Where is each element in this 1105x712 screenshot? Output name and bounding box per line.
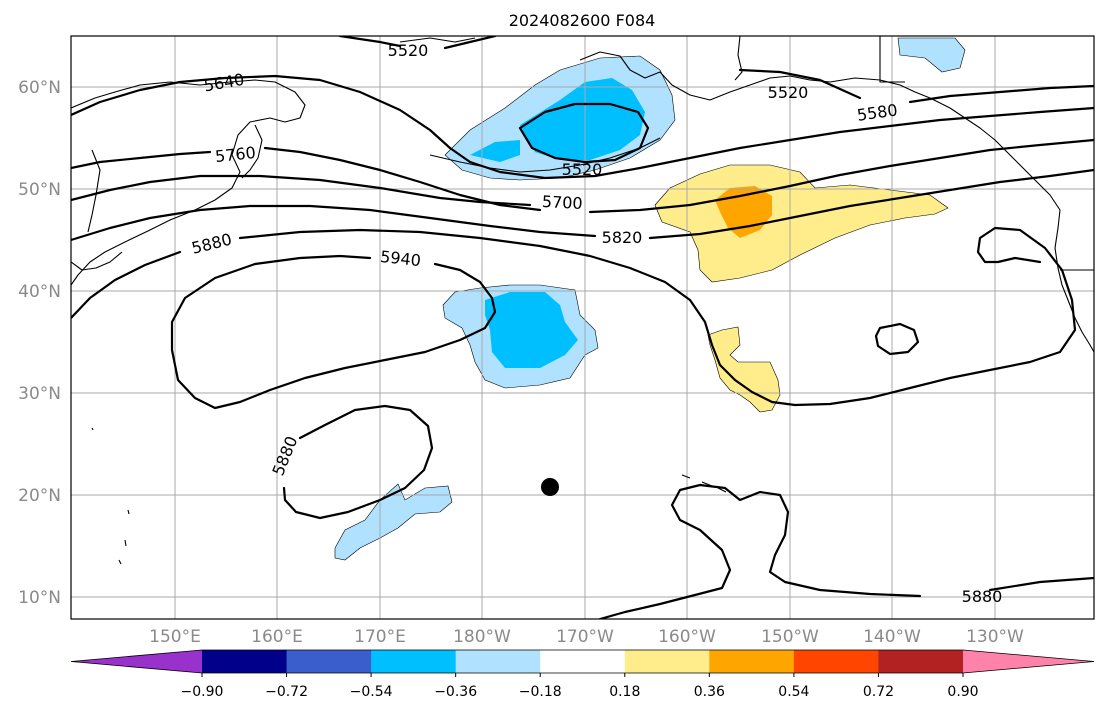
lon-label: 130°W — [966, 627, 1024, 647]
contour-bering-closed — [518, 102, 650, 164]
map-frame — [70, 35, 1095, 620]
colorbar-tick-label: 0.18 — [609, 684, 640, 700]
latitude-labels: 60°N 50°N 40°N 30°N 20°N 10°N — [18, 78, 61, 608]
contour-label: 5940 — [379, 247, 421, 270]
negative-anomaly-south — [334, 483, 453, 561]
contour-label: 5880 — [962, 587, 1003, 606]
asia-coast — [71, 79, 306, 286]
storm-position-marker — [541, 478, 559, 496]
lon-label: 160°W — [658, 627, 716, 647]
contour-label: 5760 — [214, 143, 256, 166]
colorbar-segment — [371, 650, 457, 673]
kamchatka-coast — [241, 124, 263, 179]
contour-label: 5520 — [562, 160, 603, 179]
colorbar-segment — [202, 650, 288, 673]
lon-label: 180°W — [453, 627, 511, 647]
contour-5880-swirl — [282, 404, 434, 520]
lat-label: 50°N — [18, 180, 61, 200]
colorbar-tick-label: 0.90 — [947, 684, 978, 700]
colorbar-segment — [878, 650, 964, 673]
negative-anomaly-central-core — [485, 292, 578, 368]
map-title: 2024082600 F084 — [509, 11, 656, 30]
micronesia-dots — [91, 427, 130, 565]
colorbar-tick-label: −0.90 — [181, 684, 224, 700]
graticule — [71, 36, 1094, 619]
lon-label: 150°W — [761, 627, 819, 647]
colorbar-segment — [286, 650, 372, 673]
lon-label: 140°W — [863, 627, 921, 647]
lat-label: 60°N — [18, 78, 61, 98]
colorbar-tick-label: −0.36 — [434, 684, 477, 700]
colorbar-segment — [455, 650, 541, 673]
lon-label: 150°E — [149, 627, 201, 647]
japan-coast — [71, 251, 123, 271]
colorbar-segment — [624, 650, 710, 673]
negative-anomaly-alaska — [897, 37, 966, 73]
lon-label: 170°E — [354, 627, 406, 647]
colorbar-tick-label: −0.54 — [350, 684, 393, 700]
longitude-labels: 150°E 160°E 170°E 180°W 170°W 160°W 150°… — [149, 627, 1024, 647]
contour-label: 5700 — [541, 192, 583, 213]
contour-5520-north — [338, 36, 497, 50]
colorbar-segment — [540, 650, 626, 673]
siberia-coast — [399, 37, 476, 43]
contour-5880-south — [598, 483, 1094, 619]
lat-label: 40°N — [18, 282, 61, 302]
colorbar-segment — [709, 650, 795, 673]
height-contours — [71, 36, 1094, 619]
contour-5580-east — [738, 68, 1094, 104]
colorbar — [70, 649, 1095, 674]
contour-closed-east — [874, 322, 920, 356]
colorbar-tick-label: 0.72 — [863, 684, 894, 700]
contour-label: 5520 — [388, 41, 429, 60]
lon-label: 160°E — [251, 627, 303, 647]
colorbar-tick-label: 0.54 — [778, 684, 809, 700]
alaska-mainland — [734, 36, 743, 81]
colorbar-tick-label: −0.18 — [519, 684, 562, 700]
aleutians-coast — [429, 137, 661, 173]
contour-label: 5520 — [768, 83, 809, 102]
colorbar-segment — [793, 650, 879, 673]
contour-5820 — [71, 168, 1094, 242]
contour-5940 — [170, 254, 497, 410]
contour-5700 — [71, 174, 532, 207]
contour-5880-outer — [71, 226, 1077, 407]
alaska-coast — [579, 51, 931, 101]
negative-anomaly-bering-core — [520, 78, 645, 160]
colorbar-extend-low — [71, 650, 202, 673]
coastlines — [71, 36, 1094, 565]
contour-5640 — [71, 74, 1094, 180]
contour-labels: 5520 5640 5520 5580 5760 5520 5700 5820 … — [190, 41, 1003, 606]
colorbar-extend-high — [963, 650, 1094, 673]
canada-border — [879, 36, 905, 83]
lat-label: 20°N — [18, 486, 61, 506]
colorbar-tick-label: 0.36 — [694, 684, 725, 700]
colorbar-ticks: −0.90 −0.72 −0.54 −0.36 −0.18 0.18 0.36 0.54 0.7… — [181, 673, 979, 700]
lat-label: 30°N — [18, 384, 61, 404]
colorbar-tick-label: −0.72 — [265, 684, 308, 700]
lon-label: 170°W — [556, 627, 614, 647]
contour-label: 5820 — [602, 228, 643, 247]
na-west-coast — [929, 97, 1094, 353]
lat-label: 10°N — [18, 588, 61, 608]
